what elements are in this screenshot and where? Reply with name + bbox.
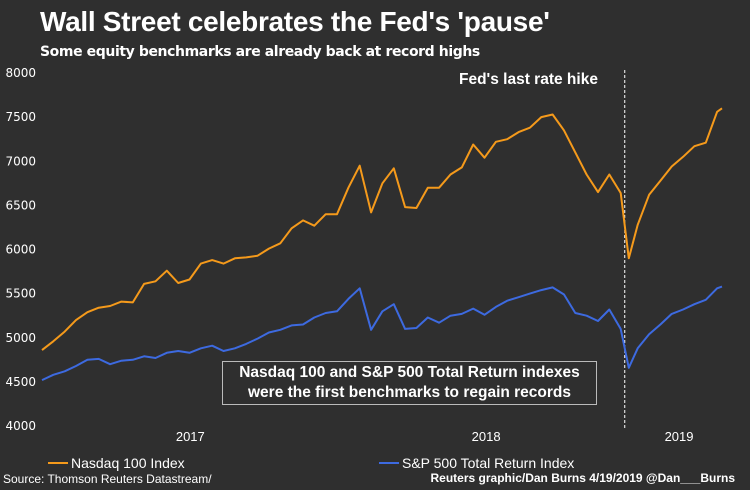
legend-swatch-nasdaq — [48, 462, 68, 464]
x-axis: 2017 2018 2019 — [176, 429, 694, 444]
note-box: Nasdaq 100 and S&P 500 Total Return inde… — [222, 361, 597, 405]
y-tick-label: 5500 — [5, 287, 36, 301]
legend-item-nasdaq: Nasdaq 100 Index — [48, 455, 185, 471]
x-tick-label: 2019 — [665, 429, 694, 444]
legend-item-sp500: S&P 500 Total Return Index — [279, 455, 574, 471]
legend-swatch-sp500 — [379, 462, 399, 464]
y-tick-label: 7500 — [5, 110, 36, 124]
y-tick-label: 4000 — [5, 419, 36, 433]
chart-subtitle: Some equity benchmarks are already back … — [40, 44, 480, 60]
legend-label-sp500: S&P 500 Total Return Index — [402, 455, 575, 471]
note-line-1: Nasdaq 100 and S&P 500 Total Return inde… — [239, 364, 580, 381]
y-tick-label: 4500 — [5, 375, 36, 389]
y-tick-label: 6500 — [5, 198, 36, 212]
x-tick-label: 2018 — [472, 429, 501, 444]
chart-title: Wall Street celebrates the Fed's 'pause' — [40, 6, 550, 37]
y-axis: 4000 4500 5000 5500 6000 6500 7000 7500 8000 — [5, 66, 36, 433]
source-text: Source: Thomson Reuters Datastream/ — [3, 472, 212, 486]
credit-text: Reuters graphic/Dan Burns 4/19/2019 @Dan… — [430, 471, 735, 485]
y-tick-label: 8000 — [5, 66, 36, 80]
x-tick-label: 2017 — [176, 429, 205, 444]
fed-hike-annotation: Fed's last rate hike — [459, 71, 598, 88]
series-line-nasdaq-100 — [41, 107, 723, 351]
y-tick-label: 7000 — [5, 154, 36, 168]
legend-label-nasdaq: Nasdaq 100 Index — [71, 455, 185, 471]
y-tick-label: 6000 — [5, 243, 36, 257]
series-line-sp500-total-return — [41, 285, 723, 382]
y-tick-label: 5000 — [5, 331, 36, 345]
note-line-2: were the first benchmarks to regain reco… — [247, 384, 572, 401]
